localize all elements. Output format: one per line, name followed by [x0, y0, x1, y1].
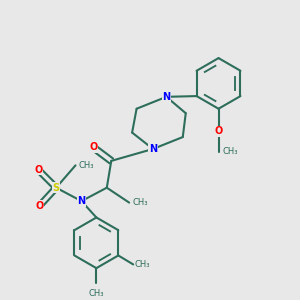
Text: O: O — [34, 165, 42, 175]
Text: CH₃: CH₃ — [135, 260, 150, 269]
Text: N: N — [149, 144, 157, 154]
Text: CH₃: CH₃ — [223, 147, 239, 156]
Text: CH₃: CH₃ — [79, 161, 94, 170]
Text: O: O — [89, 142, 98, 152]
Text: N: N — [77, 196, 86, 206]
Text: CH₃: CH₃ — [88, 289, 104, 298]
Text: CH₃: CH₃ — [132, 198, 148, 207]
Text: O: O — [214, 126, 223, 136]
Text: O: O — [36, 201, 44, 211]
Text: N: N — [162, 92, 170, 102]
Text: S: S — [52, 183, 60, 193]
